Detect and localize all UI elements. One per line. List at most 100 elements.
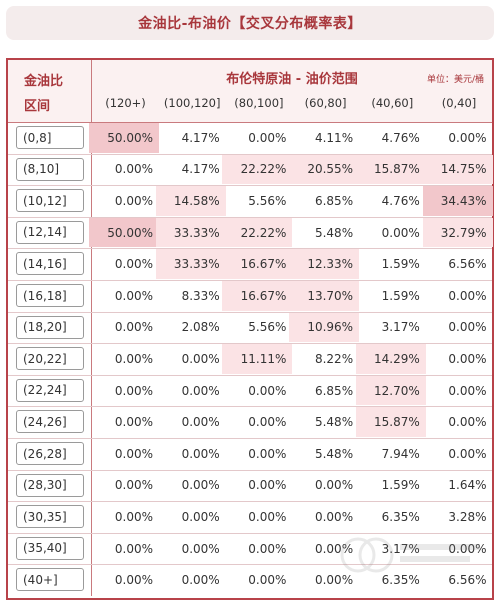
table-row: (20,22] 0.00% 0.00% 11.11% 8.22% 14.29% 0.00% xyxy=(8,343,492,375)
data-cell: 0.00% xyxy=(114,541,153,556)
table-row: (26,28] 0.00% 0.00% 0.00% 5.48% 7.94% 0.00% xyxy=(8,438,492,470)
data-cell: 0.00% xyxy=(448,320,487,335)
table-row: (22,24] 0.00% 0.00% 0.00% 6.85% 12.70% 0.00% xyxy=(8,374,492,407)
data-cell: 0.00% xyxy=(423,534,493,564)
data-cell: 0.00% xyxy=(448,351,487,366)
chart-title-banner: 金油比-布油价【交叉分布概率表】 xyxy=(6,6,494,40)
table-row: (24,26] 0.00% 0.00% 0.00% 5.48% 15.87% 0.00% xyxy=(8,406,492,438)
row-label: (24,26] xyxy=(16,410,84,434)
data-cell: 1.59% xyxy=(381,478,420,493)
data-cell: 15.87% xyxy=(355,407,426,437)
row-divider xyxy=(8,216,492,218)
data-cell: 8.22% xyxy=(314,351,354,366)
data-cell: 50.00% xyxy=(89,217,159,248)
table-row: (35,40]0.00%0.00%0.00%0.00%3.17%0.00% xyxy=(8,532,493,565)
data-cell: 0.00% xyxy=(114,383,153,398)
row-header-cell: (20,22] xyxy=(8,343,92,375)
data-cell: 4.11% xyxy=(314,130,354,145)
data-cell: 0.00% xyxy=(114,446,153,461)
row-label: (26,28] xyxy=(16,442,84,465)
data-cell: 0.00% xyxy=(248,509,287,524)
data-cell: 0.00% xyxy=(314,573,354,588)
row-header-cell: (35,40] xyxy=(8,532,92,565)
row-header-cell: (40+] xyxy=(8,564,92,596)
data-cell: 34.43% xyxy=(422,186,493,216)
data-cell: 0.00% xyxy=(448,383,487,398)
data-cell: 0.00% xyxy=(448,446,487,461)
row-divider xyxy=(8,153,492,155)
watermark-logo xyxy=(340,537,480,573)
data-cell: 0.00% xyxy=(114,478,153,493)
row-header-cell: (28,30] xyxy=(8,469,92,502)
data-cell: 15.87% xyxy=(355,154,426,185)
row-divider xyxy=(8,501,492,503)
data-cell: 22.22% xyxy=(222,154,293,185)
row-divider xyxy=(8,374,492,376)
data-cell: 1.59% xyxy=(381,288,420,303)
row-header-cell: (30,35] xyxy=(8,501,92,533)
data-cell: 5.48% xyxy=(314,415,354,430)
data-cell: 0.00% xyxy=(448,415,487,430)
column-header: (120+) xyxy=(105,96,146,110)
row-divider xyxy=(8,532,492,534)
data-cell: 12.33% xyxy=(289,249,360,279)
row-header-cell: (0,8] xyxy=(8,122,92,154)
data-cell: 6.35% xyxy=(381,573,420,588)
table-header: 金油比 区间 布伦特原油 - 油价范围 单位：美元/桶 (120+) (100,1… xyxy=(8,60,492,123)
row-header-cell: (8,10] xyxy=(8,153,92,186)
row-axis-header: 金油比 区间 xyxy=(8,60,92,122)
row-label: (20,22] xyxy=(16,347,84,371)
row-label: (35,40] xyxy=(16,536,84,560)
row-label: (40+] xyxy=(16,568,84,592)
table-row: (16,18] 0.00% 8.33% 16.67% 13.70% 1.59% 0.00% xyxy=(8,280,492,312)
data-cell: 0.00% xyxy=(114,257,153,272)
data-cell: 5.56% xyxy=(248,320,287,335)
table-row: (8,10] 0.00% 4.17% 22.22% 20.55% 15.87% 14.75% xyxy=(8,153,493,186)
data-cell: 13.70% xyxy=(289,281,360,311)
data-cell: 0.00% xyxy=(181,351,220,366)
row-axis-label-line2: 区间 xyxy=(24,99,51,114)
data-cell: 4.76% xyxy=(381,193,420,208)
row-header-cell: (22,24] xyxy=(8,374,92,407)
data-cell: 0.00% xyxy=(114,509,153,524)
row-label: (8,10] xyxy=(16,157,84,181)
data-cell: 4.17% xyxy=(181,130,220,145)
column-header: (100,120] xyxy=(163,96,221,110)
row-header-cell: (10,12] xyxy=(8,185,92,217)
row-label: (0,8] xyxy=(16,126,84,149)
data-cell: 4.17% xyxy=(181,162,220,177)
row-header-cell: (18,20] xyxy=(8,311,92,344)
data-cell: 7.94% xyxy=(381,446,420,461)
data-cell: 6.35% xyxy=(381,509,420,524)
unit-label: 单位：美元/桶 xyxy=(426,75,484,85)
data-cell: 50.00% xyxy=(89,123,159,153)
table-row: (18,20] 0.00% 2.08% 5.56% 10.96% 3.17% 0.00% xyxy=(8,311,492,344)
data-cell: 0.00% xyxy=(181,573,220,588)
data-cell: 10.96% xyxy=(289,312,360,343)
row-divider xyxy=(8,343,492,345)
data-cell: 0.00% xyxy=(248,573,287,588)
data-cell: 0.00% xyxy=(114,193,153,208)
row-label: (28,30] xyxy=(16,473,84,497)
data-cell: 0.00% xyxy=(114,162,153,177)
data-cell: 16.67% xyxy=(222,281,293,311)
row-divider xyxy=(8,406,492,408)
data-cell: 22.22% xyxy=(222,217,293,248)
column-header: (60,80] xyxy=(304,96,347,110)
row-label: (22,24] xyxy=(16,378,84,402)
data-cell: 3.28% xyxy=(448,509,487,524)
data-cell: 0.00% xyxy=(314,541,354,556)
data-cell: 0.00% xyxy=(248,130,287,145)
data-cell: 0.00% xyxy=(181,509,220,524)
data-cell: 2.08% xyxy=(181,320,220,335)
data-cell: 4.76% xyxy=(381,130,420,145)
data-cell: 33.33% xyxy=(155,249,226,279)
data-cell: 5.48% xyxy=(314,446,354,461)
row-divider xyxy=(8,185,492,187)
table-row: (28,30] 0.00% 0.00% 0.00% 0.00% 1.59% 1.64% xyxy=(8,469,492,502)
column-header: (0,40] xyxy=(441,96,477,110)
data-cell: 0.00% xyxy=(381,225,420,240)
column-header: (40,60] xyxy=(371,96,414,110)
data-cell: 33.33% xyxy=(155,217,226,248)
data-cell: 14.29% xyxy=(355,344,426,374)
